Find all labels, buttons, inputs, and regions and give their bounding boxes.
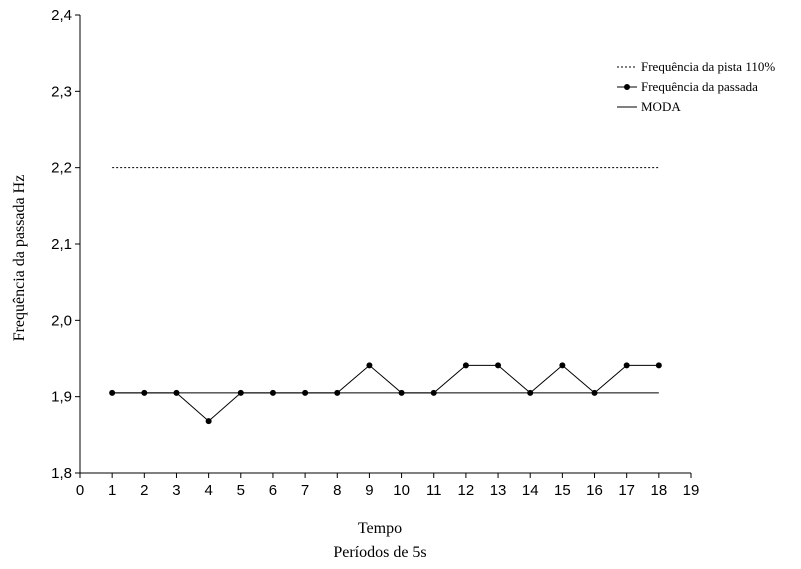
- data-point: [495, 362, 502, 369]
- data-point: [366, 362, 373, 369]
- x-tick-label: 18: [650, 482, 667, 499]
- legend-label-pista: Frequência da pista 110%: [641, 59, 775, 74]
- x-tick-label: 16: [586, 482, 603, 499]
- x-tick-label: 8: [333, 482, 341, 499]
- x-tick-label: 14: [522, 482, 539, 499]
- axes: [79, 15, 691, 474]
- x-tick-label: 5: [237, 482, 245, 499]
- x-tick-label: 0: [76, 482, 84, 499]
- data-point: [623, 362, 630, 369]
- series-line-1: [112, 364, 659, 422]
- x-tick-label: 11: [426, 482, 442, 499]
- y-tick-label: 2,1: [51, 236, 72, 253]
- legend-label-moda: MODA: [641, 99, 681, 114]
- x-tick-label: 7: [301, 482, 309, 499]
- y-tick-label: 1,8: [51, 465, 72, 482]
- y-tick-label: 2,4: [51, 7, 72, 24]
- data-point: [462, 362, 469, 369]
- x-tick-label: 10: [393, 482, 410, 499]
- x-axis-title-line2: Períodos de 5s: [333, 544, 426, 561]
- y-tick-label: 1,9: [51, 389, 72, 406]
- data-point: [205, 418, 212, 425]
- x-tick-label: 4: [204, 482, 212, 499]
- x-tick-label: 15: [554, 482, 571, 499]
- x-tick-label: 17: [618, 482, 635, 499]
- plot-series: [109, 167, 662, 425]
- legend-marker-passada: [624, 84, 630, 90]
- x-tick-label: 6: [269, 482, 277, 499]
- x-axis-title-line1: Tempo: [358, 520, 402, 537]
- x-tick-label: 12: [458, 482, 475, 499]
- x-tick-label: 3: [172, 482, 180, 499]
- x-tick-label: 2: [140, 482, 148, 499]
- y-tick-label: 2,2: [51, 160, 72, 177]
- y-ticks: 1,8 1,9 2,0 2,1 2,2 2,3 2,4: [51, 7, 80, 482]
- y-tick-label: 2,0: [51, 312, 72, 329]
- x-tick-label: 13: [490, 482, 507, 499]
- x-tick-label: 9: [365, 482, 373, 499]
- x-ticks: 0 1 2 3 4 5 6 7 8 9 10 11 12 13 14 15 16 17 18 19: [76, 473, 700, 499]
- x-tick-label: 19: [683, 482, 700, 499]
- data-point: [559, 362, 566, 369]
- legend-label-passada: Frequência da passada: [641, 79, 758, 94]
- y-tick-label: 2,3: [51, 83, 72, 100]
- legend: Frequência da pista 110% Frequência da p…: [617, 59, 775, 114]
- y-axis-title: Frequência da passada Hz: [11, 175, 28, 342]
- x-tick-label: 1: [108, 482, 116, 499]
- data-point: [655, 362, 662, 369]
